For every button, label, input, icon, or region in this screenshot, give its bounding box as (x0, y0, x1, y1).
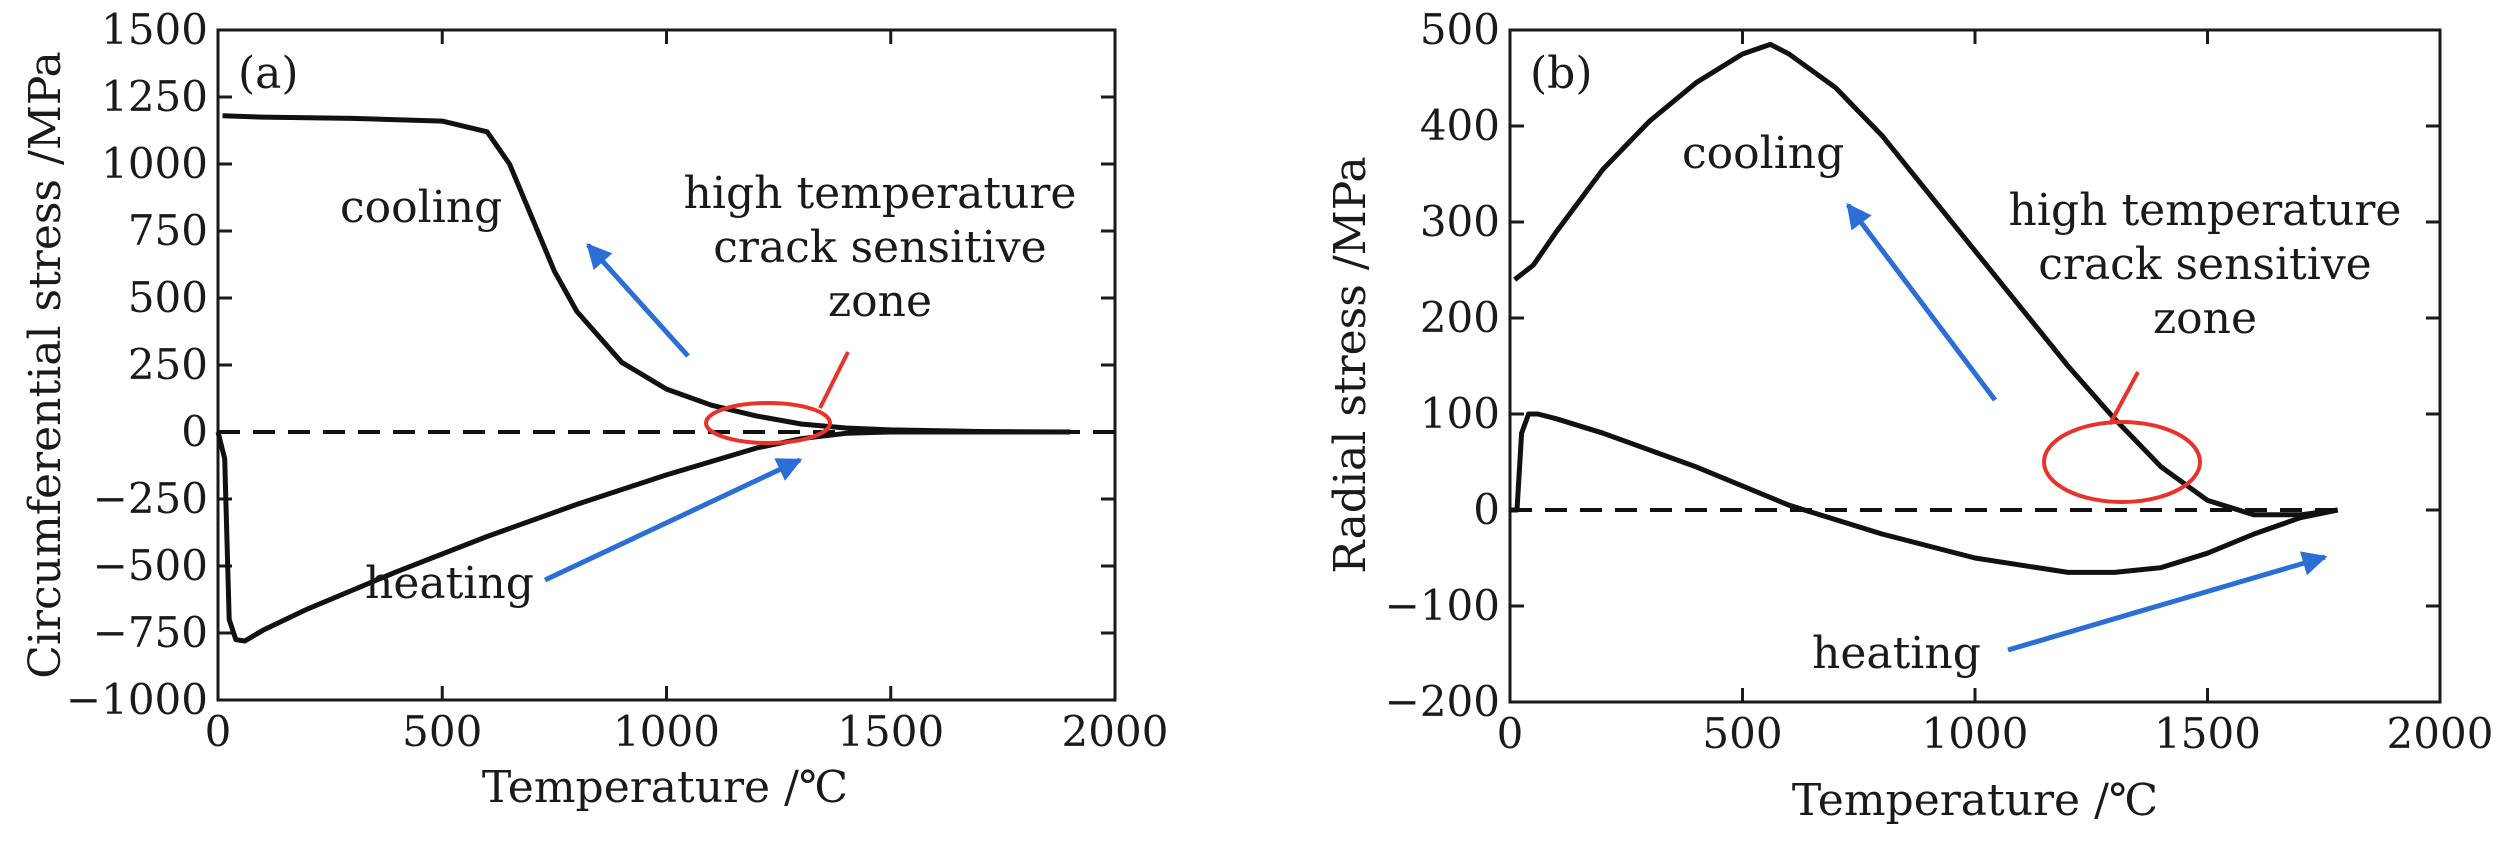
chart-b-heating-curve (1510, 411, 2339, 575)
chart-a-x-axis-title: Temperature /℃ (482, 762, 848, 813)
chart-b-zone-label-line2: crack sensitive (2038, 239, 2371, 290)
chart-b-y-tick-label: 500 (1420, 5, 1500, 54)
chart-a-panel-label: (a) (238, 48, 299, 99)
chart-a-y-tick-label: 500 (128, 273, 208, 322)
chart-a-y-tick-label: 750 (128, 206, 208, 255)
chart-b-y-tick-label: −200 (1385, 677, 1500, 726)
chart-a-zone-label-line3: zone (828, 276, 932, 327)
chart-a-heating-label: heating (365, 558, 534, 609)
chart-a-cooling-label: cooling (340, 182, 502, 233)
chart-a-crack-zone-pointer (818, 351, 850, 409)
chart-b-y-tick-label: 100 (1420, 389, 1500, 438)
chart-b-x-tick-label: 1500 (2154, 709, 2261, 758)
chart-a-y-tick-label: −1000 (66, 675, 208, 724)
chart-a: 0 500 1000 1500 2000 1500125010007505002500−… (20, 5, 1168, 813)
chart-a-y-tick-label: −750 (93, 608, 208, 657)
chart-a-y-tick-label: 250 (128, 340, 208, 389)
chart-a-plot-frame (216, 28, 1117, 702)
chart-b-y-tick-label: 200 (1420, 293, 1500, 342)
chart-b-plot-frame (1508, 28, 2442, 704)
chart-b-x-tick-label: 1000 (1922, 709, 2029, 758)
chart-a-y-axis-title: Circumferential stress /MPa (20, 51, 71, 678)
chart-b-x-tick-label: 2000 (2387, 709, 2494, 758)
chart-b: 0 500 1000 1500 2000 5004003002001000−100−20… (1325, 5, 2493, 826)
chart-a-x-tick-label: 500 (402, 707, 482, 756)
chart-b-y-tick-label: 0 (1473, 485, 1500, 534)
chart-b-cooling-curve (1513, 41, 2339, 518)
chart-b-panel-label: (b) (1530, 48, 1593, 99)
chart-b-cooling-label: cooling (1682, 128, 1844, 179)
chart-b-y-tick-label: 400 (1420, 101, 1500, 150)
chart-b-zone-label-line3: zone (2153, 293, 2257, 344)
chart-b-heating-arrow (2007, 551, 2328, 653)
chart-a-x-tick-label: 0 (205, 707, 232, 756)
chart-a-x-tick-label: 1000 (613, 707, 720, 756)
chart-b-heating-label: heating (1812, 628, 1981, 679)
chart-a-cooling-curve (222, 113, 1071, 435)
chart-b-x-axis-title: Temperature /℃ (1792, 775, 2158, 826)
chart-a-x-tick-label: 1500 (837, 707, 944, 756)
chart-a-y-tick-label: 1500 (101, 5, 208, 54)
chart-a-y-tick-label: −500 (93, 541, 208, 590)
chart-b-crack-zone-pointer (2108, 371, 2140, 425)
chart-a-y-tick-label: 1250 (101, 72, 208, 121)
chart-b-zone-label-line1: high temperature (2009, 185, 2402, 236)
chart-a-zone-label-line1: high temperature (684, 168, 1077, 219)
chart-b-x-tick-label: 500 (1702, 709, 1782, 758)
chart-a-heating-curve (215, 429, 1071, 644)
chart-a-y-tick-label: 0 (181, 407, 208, 456)
chart-a-x-tick-label: 2000 (1062, 707, 1169, 756)
chart-a-y-tick-label: 1000 (101, 139, 208, 188)
chart-b-crack-zone-ellipse (2042, 420, 2202, 504)
chart-b-x-tick-label: 0 (1497, 709, 1524, 758)
chart-b-y-axis-title: Radial stress /MPa (1325, 156, 1376, 573)
chart-a-crack-zone-ellipse (704, 401, 832, 445)
chart-b-y-tick-label: −100 (1385, 581, 1500, 630)
chart-a-heating-arrow (543, 457, 803, 583)
chart-b-y-tick-label: 300 (1420, 197, 1500, 246)
chart-a-y-tick-label: −250 (93, 474, 208, 523)
chart-a-cooling-arrow (586, 243, 690, 358)
chart-b-cooling-arrow (1846, 203, 1997, 402)
chart-a-zone-label-line2: crack sensitive (713, 222, 1046, 273)
